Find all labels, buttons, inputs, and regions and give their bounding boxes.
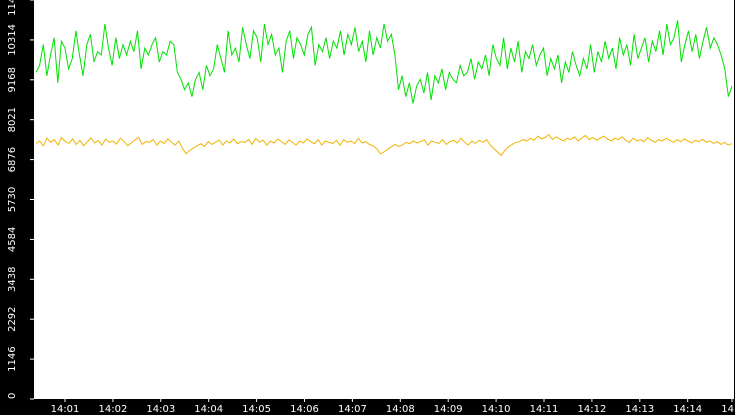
y-axis: 0 1146 2292 3438 4584 5730 6876 8021 9168 10314 11…: [7, 0, 34, 400]
x-tick-label: 14:02: [98, 404, 127, 415]
y-tick-label: 2292: [7, 306, 18, 331]
series-layer: [35, 20, 733, 157]
x-tick-label: 14:08: [386, 404, 415, 415]
y-tick-label: 0: [7, 393, 18, 399]
y-tick-label: 4584: [7, 227, 18, 252]
y-tick-label: 5730: [7, 187, 18, 212]
plot-area: [34, 0, 734, 399]
x-tick-label: 14:03: [146, 404, 175, 415]
x-tick-label: 14:11: [530, 404, 559, 415]
y-tick-label: 1146: [7, 346, 18, 371]
x-tick-label: 14:07: [338, 404, 367, 415]
y-tick-label: 9168: [7, 67, 18, 92]
x-tick-label: 14:10: [482, 404, 511, 415]
x-tick-label: 14:06: [290, 404, 319, 415]
x-tick-label: 14:14: [673, 404, 702, 415]
x-tick-label: 14: [721, 404, 734, 415]
x-axis: 14:01 14:02 14:03 14:04 14:05 14:06 14:07 14:08…: [51, 399, 734, 415]
y-tick-label: 8021: [7, 107, 18, 132]
x-tick-label: 14:01: [51, 404, 80, 415]
y-tick-label: 10314: [7, 24, 18, 56]
series-line-2: [35, 133, 733, 157]
y-tick-label: 3438: [7, 267, 18, 292]
series-line-1: [35, 20, 733, 104]
x-tick-label: 14:09: [434, 404, 463, 415]
y-tick-label: 6876: [7, 147, 18, 172]
x-tick-label: 14:13: [625, 404, 654, 415]
x-tick-label: 14:05: [242, 404, 271, 415]
y-tick-label: 11460: [7, 0, 18, 16]
x-tick-label: 14:12: [577, 404, 606, 415]
x-tick-label: 14:04: [194, 404, 223, 415]
